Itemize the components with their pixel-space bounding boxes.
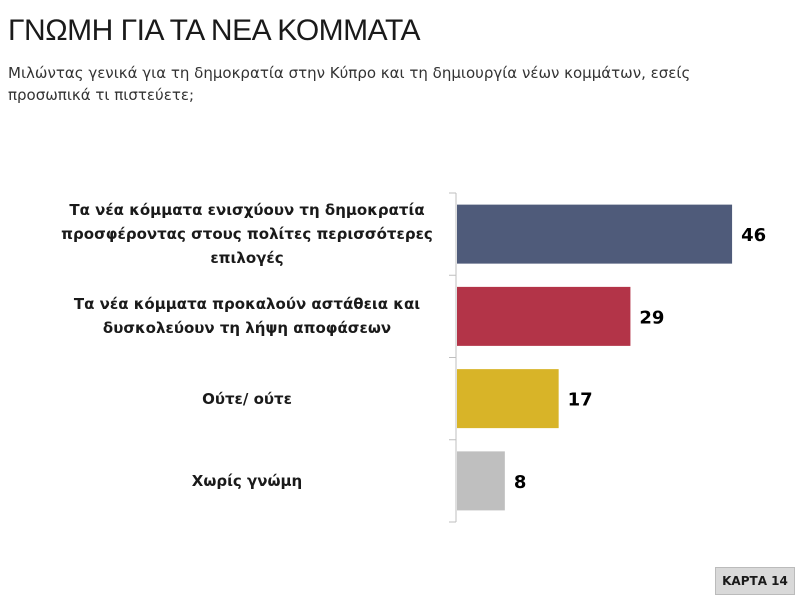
- value-label: 29: [639, 307, 664, 328]
- chart-title: ΓΝΩΜΗ ΓΙΑ ΤΑ ΝΕΑ ΚΟΜΜΑΤΑ: [8, 14, 421, 47]
- bar: [457, 369, 559, 429]
- chart-subtitle: Μιλώντας γενικά για τη δημοκρατία στην Κ…: [8, 64, 691, 104]
- category-label: Ούτε/ ούτε: [202, 389, 292, 408]
- value-label: 17: [568, 390, 593, 411]
- value-label: 46: [741, 225, 766, 246]
- bar: [457, 286, 631, 346]
- category-label: Τα νέα κόμματα προκαλούν αστάθεια και δυ…: [73, 295, 421, 338]
- category-label: Τα νέα κόμματα ενισχύουν τη δημοκρατία π…: [61, 201, 433, 268]
- card-label: ΚΑΡΤΑ 14: [715, 567, 795, 595]
- value-label: 8: [514, 472, 527, 493]
- bar: [457, 204, 733, 264]
- bar: [457, 451, 505, 511]
- category-label: Χωρίς γνώμη: [191, 471, 303, 490]
